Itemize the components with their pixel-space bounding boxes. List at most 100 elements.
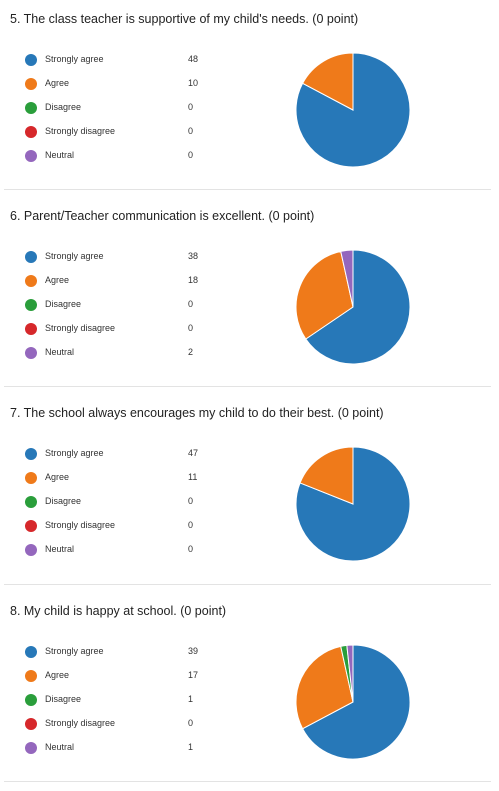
legend-count: 18 <box>188 275 199 285</box>
legend-item: Disagree 0 <box>25 495 225 519</box>
legend-swatch <box>25 694 37 706</box>
pie-slice-neutral <box>346 644 354 703</box>
legend-label: Strongly disagree <box>45 520 116 530</box>
legend-label: Neutral <box>45 150 75 160</box>
pie-chart <box>295 52 411 168</box>
legend-label: Strongly agree <box>45 646 104 656</box>
legend-count: 48 <box>188 54 199 64</box>
question-title: 7. The school always encourages my child… <box>10 406 384 420</box>
legend-item: Agree 11 <box>25 471 225 495</box>
pie-slice-neutral <box>340 249 354 308</box>
legend-count: 0 <box>188 544 194 554</box>
legend-item: Agree 17 <box>25 669 225 693</box>
legend-item: Neutral 0 <box>25 543 225 567</box>
legend-swatch <box>25 299 37 311</box>
chart-legend: Strongly agree 47 Agree 11 Disagree 0 Strongly… <box>25 447 225 567</box>
legend-item: Disagree 1 <box>25 693 225 717</box>
legend-count: 0 <box>188 323 194 333</box>
section-divider <box>4 386 491 387</box>
legend-item: Strongly agree 48 <box>25 53 225 77</box>
question-5: 5. The class teacher is supportive of my… <box>0 0 499 197</box>
legend-count: 0 <box>188 520 194 530</box>
legend-label: Strongly agree <box>45 251 104 261</box>
legend-item: Agree 18 <box>25 274 225 298</box>
legend-item: Disagree 0 <box>25 101 225 125</box>
legend-count: 1 <box>188 742 194 752</box>
legend-swatch <box>25 496 37 508</box>
question-8: 8. My child is happy at school. (0 point… <box>0 592 499 789</box>
legend-count: 11 <box>188 472 198 482</box>
pie-slice-agree <box>299 446 354 505</box>
legend-item: Strongly agree 38 <box>25 250 225 274</box>
legend-count: 0 <box>188 299 194 309</box>
section-divider <box>4 781 491 782</box>
legend-count: 47 <box>188 448 199 458</box>
legend-label: Neutral <box>45 742 75 752</box>
legend-swatch <box>25 54 37 66</box>
chart-legend: Strongly agree 39 Agree 17 Disagree 1 Strongly… <box>25 645 225 765</box>
legend-label: Disagree <box>45 102 82 112</box>
pie-slice-strongly-agree <box>301 644 411 760</box>
legend-label: Agree <box>45 670 70 680</box>
legend-label: Strongly agree <box>45 54 104 64</box>
legend-count: 0 <box>188 102 194 112</box>
legend-item: Neutral 2 <box>25 346 225 370</box>
legend-count: 38 <box>188 251 199 261</box>
section-divider <box>4 189 491 190</box>
legend-item: Strongly disagree 0 <box>25 322 225 346</box>
legend-count: 0 <box>188 126 194 136</box>
legend-item: Strongly disagree 0 <box>25 519 225 543</box>
legend-item: Disagree 0 <box>25 298 225 322</box>
pie-chart <box>295 446 411 562</box>
question-title: 8. My child is happy at school. (0 point… <box>10 604 227 618</box>
legend-count: 10 <box>188 78 199 88</box>
legend-label: Agree <box>45 472 70 482</box>
legend-count: 0 <box>188 496 194 506</box>
legend-item: Neutral 0 <box>25 149 225 173</box>
legend-label: Neutral <box>45 347 75 357</box>
pie-slice-agree <box>295 250 354 340</box>
legend-label: Disagree <box>45 694 82 704</box>
legend-swatch <box>25 520 37 532</box>
legend-item: Strongly agree 47 <box>25 447 225 471</box>
legend-label: Strongly disagree <box>45 718 116 728</box>
legend-count: 1 <box>188 694 194 704</box>
question-6: 6. Parent/Teacher communication is excel… <box>0 197 499 394</box>
legend-swatch <box>25 646 37 658</box>
legend-swatch <box>25 102 37 114</box>
question-7: 7. The school always encourages my child… <box>0 394 499 591</box>
legend-label: Disagree <box>45 496 82 506</box>
legend-item: Strongly disagree 0 <box>25 717 225 741</box>
pie-chart <box>295 249 411 365</box>
pie-chart <box>295 644 411 760</box>
legend-item: Agree 10 <box>25 77 225 101</box>
legend-swatch <box>25 670 37 682</box>
legend-item: Strongly agree 39 <box>25 645 225 669</box>
legend-label: Agree <box>45 78 70 88</box>
section-divider <box>4 584 491 585</box>
legend-swatch <box>25 275 37 287</box>
legend-swatch <box>25 126 37 138</box>
pie-slice-agree <box>301 52 354 111</box>
legend-label: Neutral <box>45 544 75 554</box>
legend-label: Agree <box>45 275 70 285</box>
legend-label: Disagree <box>45 299 82 309</box>
legend-swatch <box>25 718 37 730</box>
legend-count: 0 <box>188 150 194 160</box>
legend-swatch <box>25 448 37 460</box>
pie-slice-agree <box>295 645 354 730</box>
legend-swatch <box>25 742 37 754</box>
legend-count: 39 <box>188 646 199 656</box>
legend-label: Strongly disagree <box>45 126 116 136</box>
legend-label: Strongly disagree <box>45 323 116 333</box>
legend-item: Strongly disagree 0 <box>25 125 225 149</box>
pie-slice-strongly-agree <box>305 249 411 365</box>
legend-swatch <box>25 544 37 556</box>
legend-item: Neutral 1 <box>25 741 225 765</box>
chart-legend: Strongly agree 38 Agree 18 Disagree 0 Strongly… <box>25 250 225 370</box>
legend-swatch <box>25 251 37 263</box>
legend-count: 2 <box>188 347 194 357</box>
legend-swatch <box>25 78 37 90</box>
legend-swatch <box>25 347 37 359</box>
legend-swatch <box>25 472 37 484</box>
